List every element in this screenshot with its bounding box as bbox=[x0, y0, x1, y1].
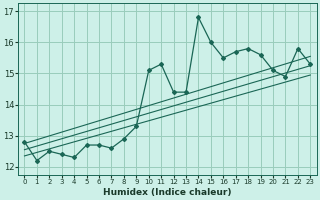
X-axis label: Humidex (Indice chaleur): Humidex (Indice chaleur) bbox=[103, 188, 232, 197]
